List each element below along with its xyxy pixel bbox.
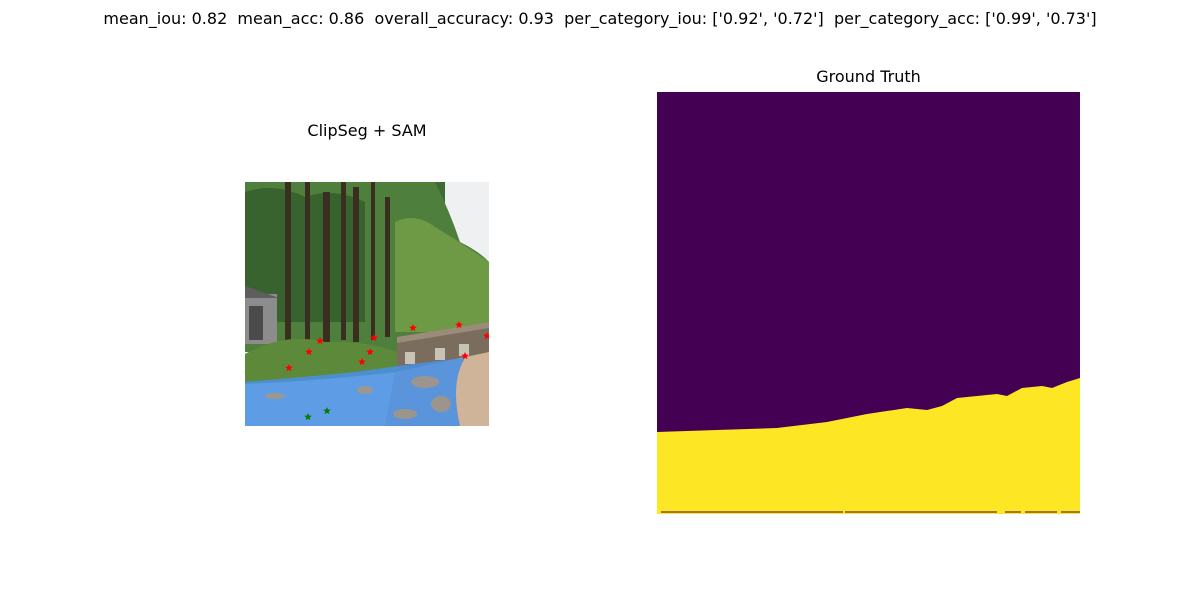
- positive-point-star-icon: [305, 348, 313, 356]
- negative-point-star-icon: [323, 407, 331, 415]
- negative-point-star-icon: [304, 413, 312, 421]
- positive-point-star-icon: [483, 332, 489, 340]
- positive-point-star-icon: [409, 324, 417, 332]
- ground-truth-title: Ground Truth: [816, 67, 921, 86]
- positive-point-star-icon: [358, 358, 366, 366]
- positive-point-star-icon: [285, 364, 293, 372]
- gt-foreground-region: [657, 378, 1080, 514]
- metrics-title: mean_iou: 0.82 mean_acc: 0.86 overall_ac…: [103, 9, 1097, 28]
- prompt-points: [285, 321, 489, 421]
- positive-point-star-icon: [370, 334, 378, 342]
- ground-truth-image: [657, 92, 1080, 514]
- positive-point-star-icon: [455, 321, 463, 329]
- tree-trunks: [285, 182, 390, 342]
- segmentation-mask: [245, 358, 465, 426]
- positive-point-star-icon: [366, 348, 374, 356]
- foliage-light: [395, 218, 489, 332]
- house: [245, 286, 279, 344]
- positive-point-star-icon: [316, 337, 324, 345]
- clipseg-sam-svg: [245, 182, 489, 426]
- clipseg-sam-image: [245, 182, 489, 426]
- positive-point-star-icon: [461, 352, 469, 360]
- clipseg-sam-title: ClipSeg + SAM: [307, 121, 427, 140]
- mask-speckle: [265, 376, 451, 419]
- ground-truth-svg: [657, 92, 1080, 514]
